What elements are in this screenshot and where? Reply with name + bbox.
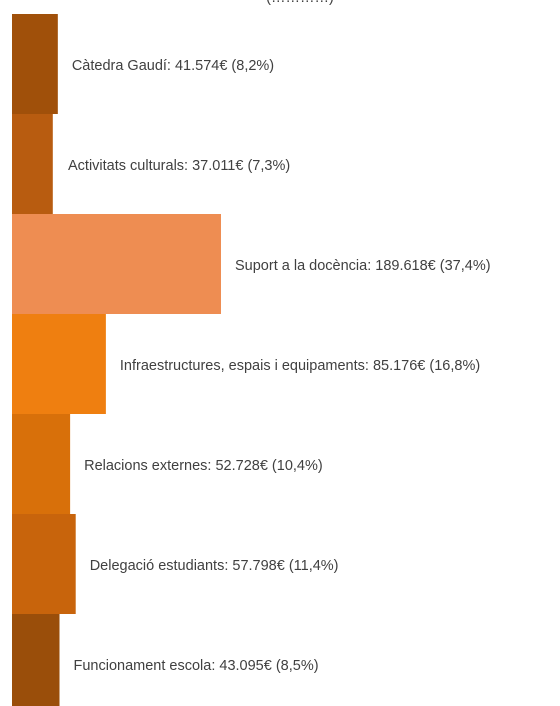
bar-delegació-estudiants (12, 514, 76, 614)
bar-funcionament-escola (12, 614, 60, 706)
chart-title: (…………) (266, 0, 334, 6)
data-label: Relacions externes: 52.728€ (10,4%) (84, 458, 323, 474)
bar-infraestructures-espais-i-equipaments (12, 314, 106, 414)
data-label: Activitats culturals: 37.011€ (7,3%) (68, 158, 290, 174)
bar-relacions-externes (12, 414, 70, 514)
data-label: Funcionament escola: 43.095€ (8,5%) (74, 658, 319, 674)
data-label: Càtedra Gaudí: 41.574€ (8,2%) (72, 58, 274, 74)
bar-activitats-culturals (12, 114, 53, 214)
bar-suport-a-la-docència (12, 214, 221, 314)
bar-càtedra-gaudí (12, 14, 58, 114)
data-label: Infraestructures, espais i equipaments: … (120, 358, 480, 374)
data-label: Suport a la docència: 189.618€ (37,4%) (235, 258, 491, 274)
data-label: Delegació estudiants: 57.798€ (11,4%) (90, 558, 339, 574)
